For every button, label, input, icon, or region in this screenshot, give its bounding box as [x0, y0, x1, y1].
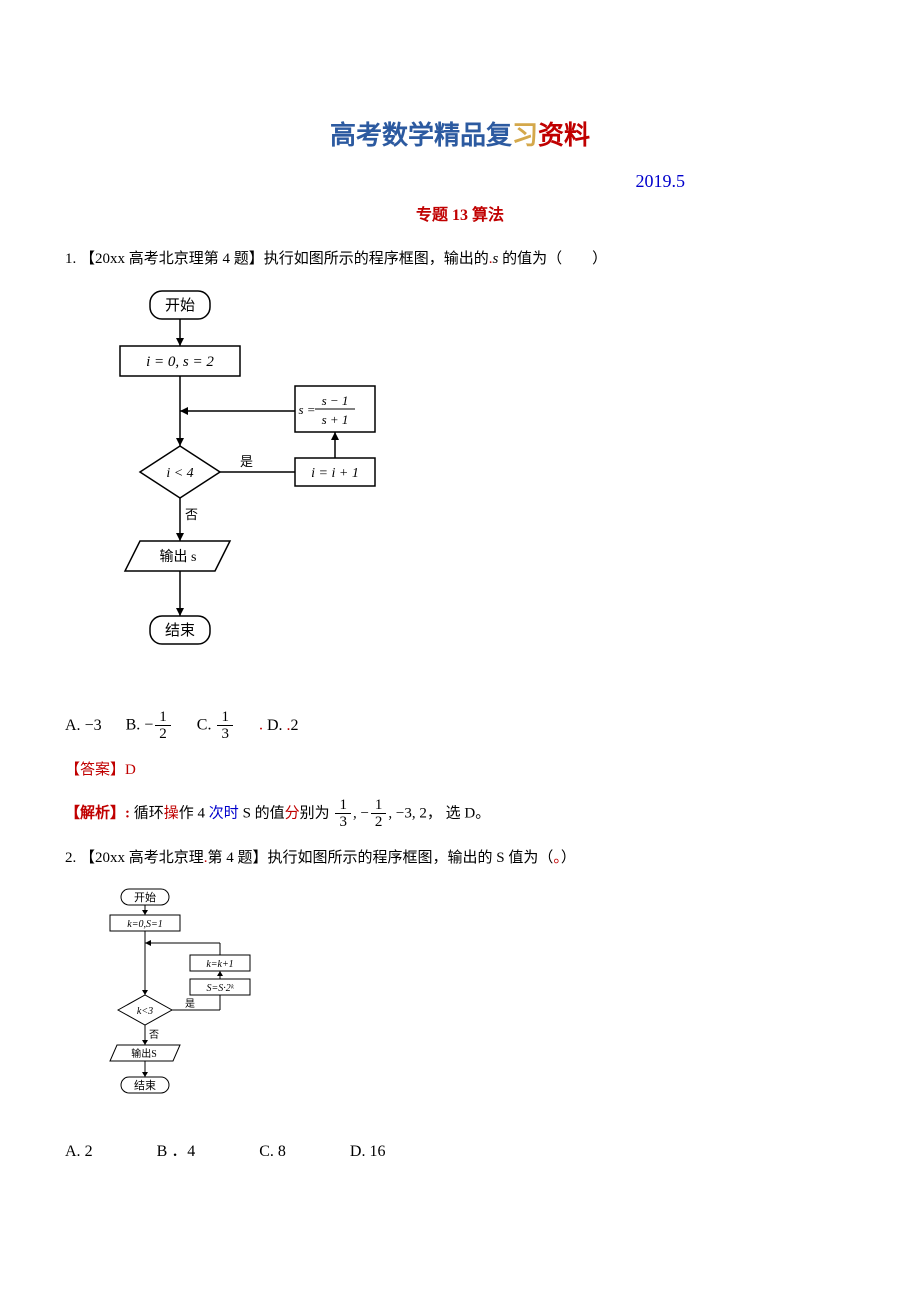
flowchart-1: 开始 i = 0, s = 2 s − 1 s + 1 s = i < 4 是 …: [85, 286, 855, 694]
q1-answer: 【答案】D: [65, 758, 855, 782]
question-1-text: 1. 【20xx 高考北京理第 4 题】执行如图所示的程序框图，输出的.s 的值…: [65, 247, 855, 271]
q1-text2: 的值为（ ）: [502, 251, 607, 267]
title-part1: 高考数学精品复: [330, 121, 512, 150]
title-part3: 资料: [538, 121, 590, 150]
fc1-end: 结束: [165, 622, 195, 639]
fc2-output: 输出S: [131, 1047, 157, 1060]
q2-opt-a: A. 2: [65, 1139, 93, 1165]
flowchart-2: 开始 k=0,S=1 k=k+1 S=S·2ᵏ 是 k<3 否 输出S 结束: [85, 885, 855, 1123]
fc2-inc: k=k+1: [206, 959, 233, 970]
q1-number: 1.: [65, 251, 76, 267]
q1-opt-b: B. −12: [126, 709, 173, 743]
q1-opt-c: C. 13: [197, 709, 235, 743]
fc1-no: 否: [185, 507, 198, 522]
fc2-proc: S=S·2ᵏ: [206, 983, 234, 994]
document-date: 2019.5: [65, 167, 685, 196]
main-title: 高考数学精品复习资料: [65, 115, 855, 157]
q1-opt-d: D. .2: [267, 713, 299, 739]
question-2-text: 2. 【20xx 高考北京理.第 4 题】执行如图所示的程序框图，输出的 S 值…: [65, 846, 855, 870]
fc1-inc: i = i + 1: [311, 466, 359, 481]
q2-opt-d: D. 16: [350, 1139, 386, 1165]
q2-opt-b: B ．4: [157, 1139, 196, 1165]
q1-text: 【20xx 高考北京理第 4 题】执行如图所示的程序框图，输出的: [80, 251, 489, 267]
q2-opt-c: C. 8: [259, 1139, 286, 1165]
fc2-end: 结束: [134, 1079, 156, 1092]
fc2-start: 开始: [134, 890, 156, 904]
q1-options: A. −3 B. −12 C. 13 . D. .2: [65, 709, 855, 743]
svg-text:s + 1: s + 1: [322, 412, 349, 427]
q1-analysis: 【解析】: 循环操作 4 次时 S 的值分别为 13, −12, −3, 2， …: [65, 797, 855, 831]
q1-var: s: [493, 251, 499, 267]
subtitle: 专题 13 算法: [65, 203, 855, 229]
q2-options: A. 2 B ．4 C. 8 D. 16: [65, 1138, 855, 1164]
q2-number: 2.: [65, 850, 76, 866]
title-part2: 习: [512, 121, 538, 150]
q1-opt-a: A. −3: [65, 713, 102, 739]
fc2-yes: 是: [185, 998, 195, 1010]
fc2-no: 否: [149, 1029, 159, 1041]
fc1-start: 开始: [165, 297, 195, 314]
fc1-yes: 是: [240, 454, 253, 469]
fc2-init: k=0,S=1: [127, 919, 162, 930]
q2-text: 【20xx 高考北京理: [80, 850, 204, 866]
svg-text:s − 1: s − 1: [322, 393, 349, 408]
q2-text2: 第 4 题】执行如图所示的程序框图，输出的 S 值为（: [208, 850, 554, 866]
fc2-cond: k<3: [137, 1006, 153, 1017]
fc1-init: i = 0, s = 2: [146, 354, 214, 370]
fc1-output: 输出 s: [160, 549, 197, 565]
svg-text:s =: s =: [298, 402, 315, 417]
fc1-cond: i < 4: [166, 466, 193, 481]
